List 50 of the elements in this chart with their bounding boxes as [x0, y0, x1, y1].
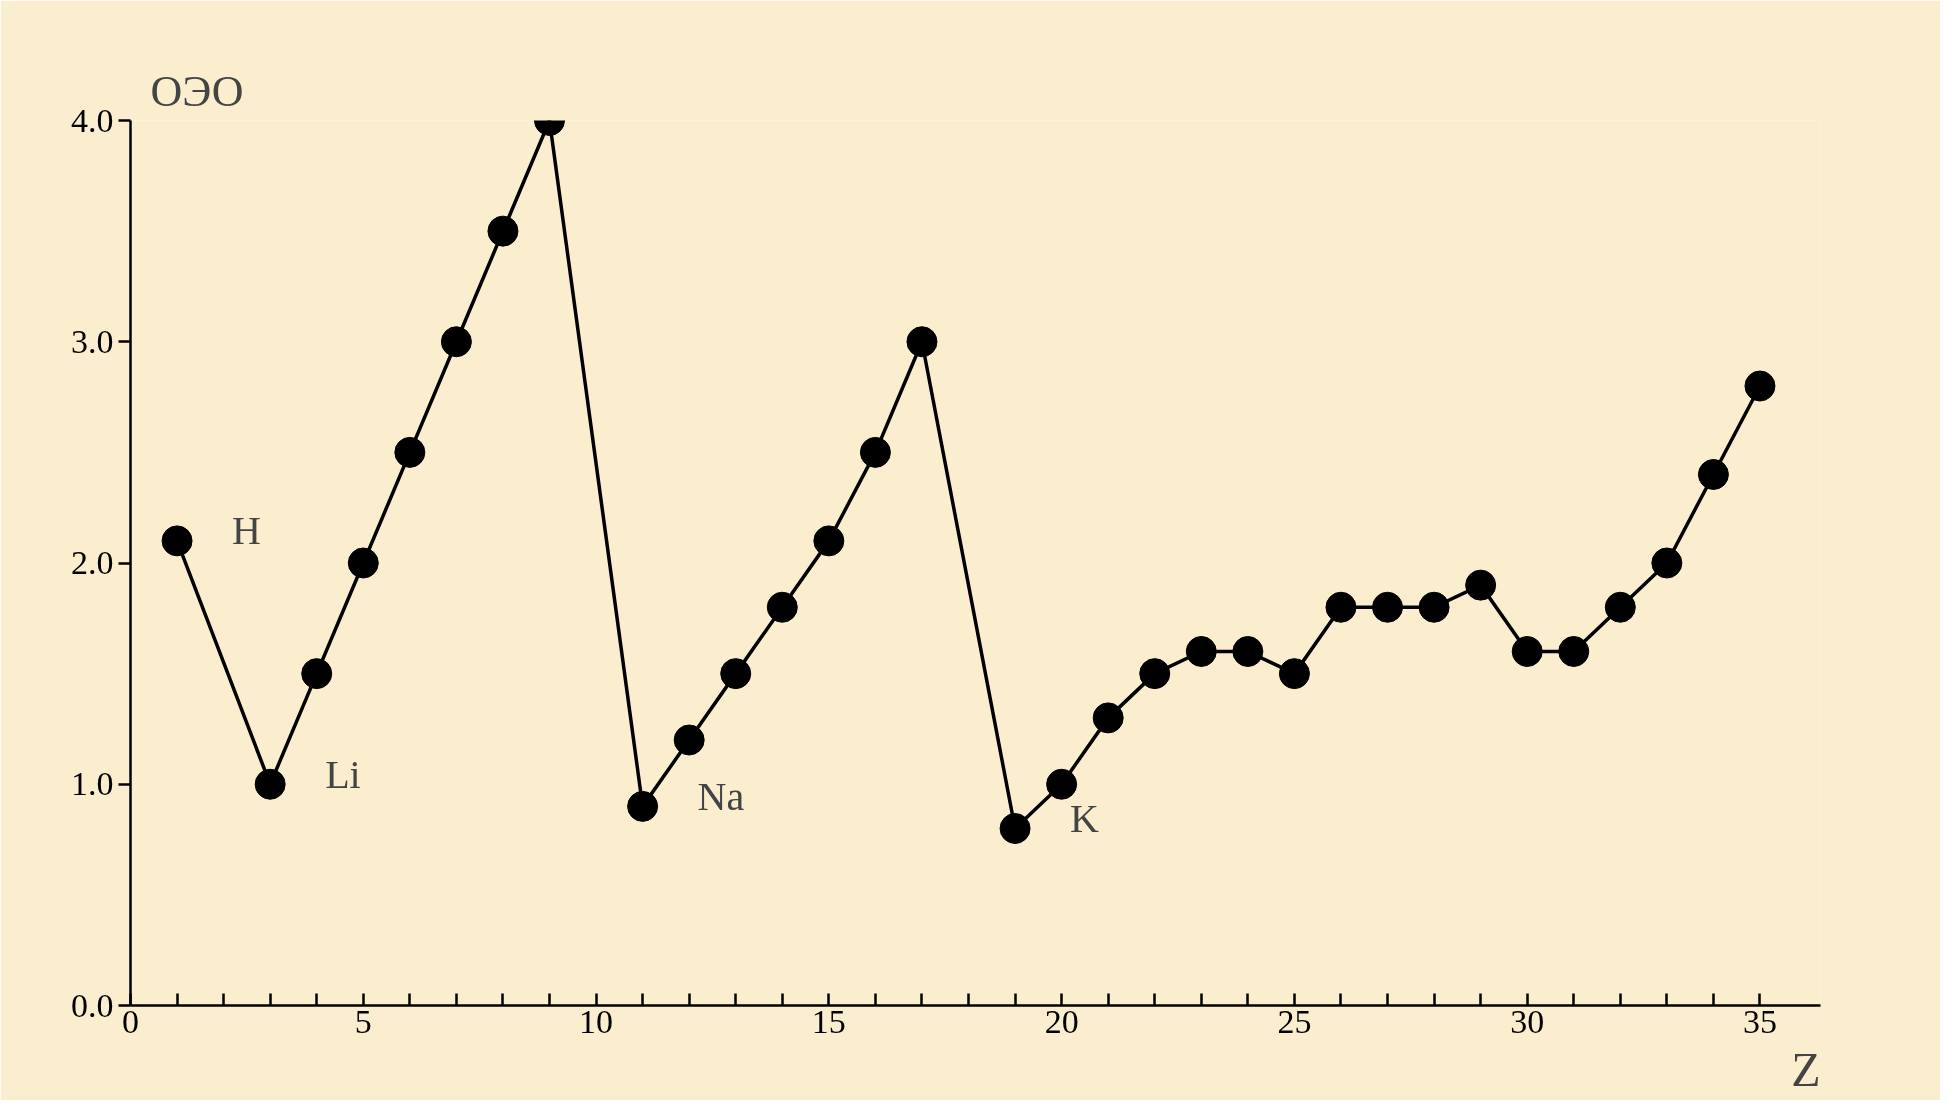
- point: [1232, 636, 1264, 667]
- point: [1418, 591, 1450, 623]
- annotation: Li: [325, 751, 361, 797]
- point: [347, 547, 379, 579]
- x-tick-label: 0: [122, 1002, 139, 1040]
- annotation: K: [1070, 796, 1100, 841]
- point: [1046, 768, 1078, 800]
- annotation: H: [232, 508, 261, 554]
- point: [1092, 702, 1124, 734]
- point: [301, 658, 333, 690]
- y-tick-label: 2.0: [71, 544, 114, 581]
- point: [1651, 547, 1683, 579]
- point: [1278, 658, 1310, 690]
- x-tick-label: 20: [1044, 1002, 1079, 1040]
- point: [161, 525, 193, 557]
- point: [487, 215, 519, 247]
- point: [394, 436, 426, 468]
- point: [627, 790, 659, 822]
- point: [859, 436, 891, 468]
- point: [906, 326, 938, 358]
- point: [1697, 459, 1729, 490]
- point: [813, 525, 845, 557]
- x-tick-label: 15: [811, 1002, 846, 1040]
- y-axis-title: ОЭО: [150, 66, 244, 116]
- x-tick-label: 5: [354, 1002, 372, 1040]
- point: [1372, 591, 1404, 623]
- point: [673, 724, 705, 756]
- y-tick-label: 3.0: [71, 322, 114, 360]
- y-tick-label: 4.0: [71, 101, 114, 139]
- point: [1558, 636, 1590, 667]
- point: [254, 768, 286, 800]
- y-tick-label: 1.0: [71, 765, 114, 803]
- x-tick-label: 35: [1742, 1002, 1777, 1040]
- point: [720, 658, 752, 690]
- point: [1325, 591, 1357, 623]
- x-tick-label: 30: [1510, 1002, 1545, 1040]
- x-axis-title: Z: [1791, 1042, 1821, 1096]
- point: [1604, 591, 1636, 623]
- point: [440, 326, 472, 358]
- point: [1139, 658, 1171, 690]
- point: [999, 813, 1031, 844]
- point: [1185, 636, 1217, 667]
- x-tick-label: 10: [579, 1002, 614, 1040]
- y-tick-label: 0.0: [71, 986, 114, 1024]
- point: [766, 591, 798, 623]
- point: [1511, 636, 1543, 667]
- x-tick-label: 25: [1277, 1002, 1312, 1040]
- point: [1465, 569, 1497, 601]
- point: [1744, 370, 1776, 402]
- annotation: Na: [697, 773, 745, 819]
